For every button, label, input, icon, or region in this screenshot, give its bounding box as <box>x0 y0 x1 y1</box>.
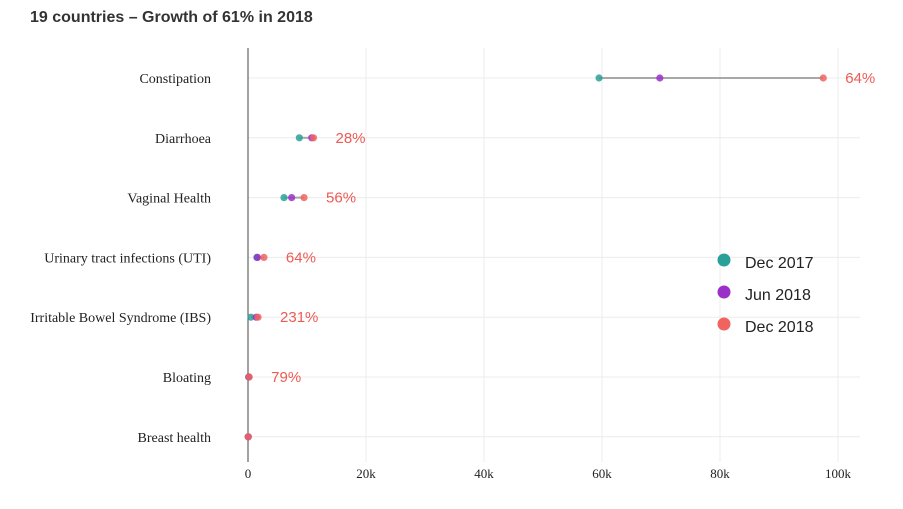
growth-label: 64% <box>286 249 316 266</box>
growth-label: 28% <box>335 130 365 147</box>
data-point <box>260 253 268 261</box>
x-tick-label: 40k <box>474 466 494 481</box>
growth-label: 231% <box>280 309 318 326</box>
data-point <box>819 74 827 82</box>
data-point <box>295 134 303 142</box>
marks-layer: 64% 28% 56% 64% 231% 79% <box>244 70 875 441</box>
category-label: Diarrhoea <box>155 132 212 147</box>
data-point <box>247 313 255 321</box>
data-point <box>244 433 252 441</box>
category-label: Vaginal Health <box>127 192 211 207</box>
data-point <box>300 194 308 202</box>
x-tick-label: 100k <box>825 466 852 481</box>
data-point <box>245 373 253 381</box>
category-label: Breast health <box>138 431 211 446</box>
legend-marker <box>717 285 731 299</box>
growth-label: 56% <box>326 190 356 207</box>
data-point <box>253 253 262 261</box>
growth-label: 79% <box>271 369 301 386</box>
chart-title: 19 countries – Growth of 61% in 2018 <box>30 9 313 26</box>
x-tick-label: 60k <box>592 466 612 481</box>
legend-label: Dec 2017 <box>745 255 814 272</box>
legend-label: Jun 2018 <box>745 287 811 304</box>
data-point <box>309 134 318 142</box>
axis-layer: 0 20k 40k 60k 80k 100k Constipation Diarrhoea Va… <box>30 48 852 481</box>
category-label: Bloating <box>163 371 211 386</box>
x-tick-label: 80k <box>710 466 730 481</box>
growth-label: 64% <box>845 70 875 87</box>
data-point <box>254 313 262 321</box>
category-label: Constipation <box>139 72 211 87</box>
legend-marker <box>717 317 731 331</box>
data-point <box>288 194 296 202</box>
data-point <box>656 74 664 82</box>
legend: Dec 2017 Jun 2018 Dec 2018 <box>717 253 814 336</box>
data-point <box>280 194 288 202</box>
category-label: Irritable Bowel Syndrome (IBS) <box>30 311 211 326</box>
legend-marker <box>717 253 731 267</box>
x-tick-label: 0 <box>245 466 252 481</box>
x-tick-label: 20k <box>356 466 376 481</box>
category-label: Urinary tract infections (UTI) <box>44 251 211 266</box>
legend-label: Dec 2018 <box>745 319 814 336</box>
data-point <box>595 74 603 82</box>
